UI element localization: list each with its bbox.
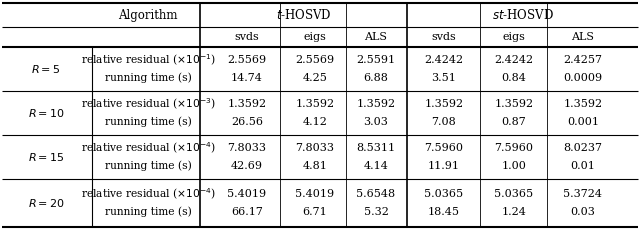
Text: 4.81: 4.81 bbox=[303, 161, 328, 171]
Text: 2.4242: 2.4242 bbox=[424, 55, 463, 65]
Text: 8.5311: 8.5311 bbox=[356, 143, 396, 153]
Text: relative residual ($\times 10^{-1}$): relative residual ($\times 10^{-1}$) bbox=[81, 52, 215, 68]
Text: svds: svds bbox=[431, 32, 456, 42]
Text: 5.0365: 5.0365 bbox=[424, 189, 463, 199]
Text: relative residual ($\times 10^{-4}$): relative residual ($\times 10^{-4}$) bbox=[81, 140, 215, 156]
Text: 1.24: 1.24 bbox=[502, 207, 527, 217]
Text: 0.001: 0.001 bbox=[567, 117, 599, 127]
Text: 4.25: 4.25 bbox=[303, 73, 328, 83]
Text: 3.51: 3.51 bbox=[431, 73, 456, 83]
Text: 4.14: 4.14 bbox=[364, 161, 388, 171]
Text: running time (s): running time (s) bbox=[104, 73, 191, 83]
Text: 66.17: 66.17 bbox=[231, 207, 263, 217]
Text: 6.71: 6.71 bbox=[303, 207, 328, 217]
Text: 5.3724: 5.3724 bbox=[563, 189, 602, 199]
Text: 2.4257: 2.4257 bbox=[563, 55, 602, 65]
Text: 0.0009: 0.0009 bbox=[563, 73, 603, 83]
Text: $R=15$: $R=15$ bbox=[28, 151, 64, 163]
Text: 0.87: 0.87 bbox=[502, 117, 526, 127]
Text: 7.5960: 7.5960 bbox=[424, 143, 463, 153]
Text: 1.3592: 1.3592 bbox=[356, 99, 396, 109]
Text: 5.4019: 5.4019 bbox=[227, 189, 267, 199]
Text: running time (s): running time (s) bbox=[104, 207, 191, 217]
Text: relative residual ($\times 10^{-3}$): relative residual ($\times 10^{-3}$) bbox=[81, 96, 215, 112]
Text: 8.0237: 8.0237 bbox=[563, 143, 602, 153]
Text: 1.3592: 1.3592 bbox=[227, 99, 267, 109]
Text: 2.5569: 2.5569 bbox=[227, 55, 267, 65]
Text: 1.3592: 1.3592 bbox=[424, 99, 463, 109]
Text: 11.91: 11.91 bbox=[428, 161, 460, 171]
Text: 5.32: 5.32 bbox=[364, 207, 388, 217]
Text: running time (s): running time (s) bbox=[104, 117, 191, 127]
Text: relative residual ($\times 10^{-4}$): relative residual ($\times 10^{-4}$) bbox=[81, 186, 215, 202]
Text: Algorithm: Algorithm bbox=[118, 9, 178, 21]
Text: 26.56: 26.56 bbox=[231, 117, 263, 127]
Text: 5.6548: 5.6548 bbox=[356, 189, 396, 199]
Text: 2.4242: 2.4242 bbox=[495, 55, 534, 65]
Text: 3.03: 3.03 bbox=[364, 117, 388, 127]
Text: 0.84: 0.84 bbox=[502, 73, 527, 83]
Text: 2.5569: 2.5569 bbox=[296, 55, 335, 65]
Text: 5.0365: 5.0365 bbox=[495, 189, 534, 199]
Text: eigs: eigs bbox=[502, 32, 525, 42]
Text: ALS: ALS bbox=[572, 32, 595, 42]
Text: 14.74: 14.74 bbox=[231, 73, 263, 83]
Text: $t$-HOSVD: $t$-HOSVD bbox=[276, 8, 332, 22]
Text: 7.5960: 7.5960 bbox=[495, 143, 534, 153]
Text: 6.88: 6.88 bbox=[364, 73, 388, 83]
Text: $R=20$: $R=20$ bbox=[28, 197, 65, 209]
Text: 4.12: 4.12 bbox=[303, 117, 328, 127]
Text: svds: svds bbox=[235, 32, 259, 42]
Text: 42.69: 42.69 bbox=[231, 161, 263, 171]
Text: 7.08: 7.08 bbox=[431, 117, 456, 127]
Text: $st$-HOSVD: $st$-HOSVD bbox=[492, 8, 554, 22]
Text: 18.45: 18.45 bbox=[428, 207, 460, 217]
Text: 1.3592: 1.3592 bbox=[563, 99, 603, 109]
Text: 7.8033: 7.8033 bbox=[227, 143, 266, 153]
Text: 2.5591: 2.5591 bbox=[356, 55, 396, 65]
Text: 1.00: 1.00 bbox=[502, 161, 527, 171]
Text: 5.4019: 5.4019 bbox=[296, 189, 335, 199]
Text: 1.3592: 1.3592 bbox=[495, 99, 534, 109]
Text: $R=10$: $R=10$ bbox=[28, 107, 65, 119]
Text: $R=5$: $R=5$ bbox=[31, 63, 61, 75]
Text: ALS: ALS bbox=[365, 32, 387, 42]
Text: 0.03: 0.03 bbox=[571, 207, 595, 217]
Text: running time (s): running time (s) bbox=[104, 161, 191, 171]
Text: eigs: eigs bbox=[303, 32, 326, 42]
Text: 7.8033: 7.8033 bbox=[296, 143, 335, 153]
Text: 1.3592: 1.3592 bbox=[296, 99, 335, 109]
Text: 0.01: 0.01 bbox=[571, 161, 595, 171]
